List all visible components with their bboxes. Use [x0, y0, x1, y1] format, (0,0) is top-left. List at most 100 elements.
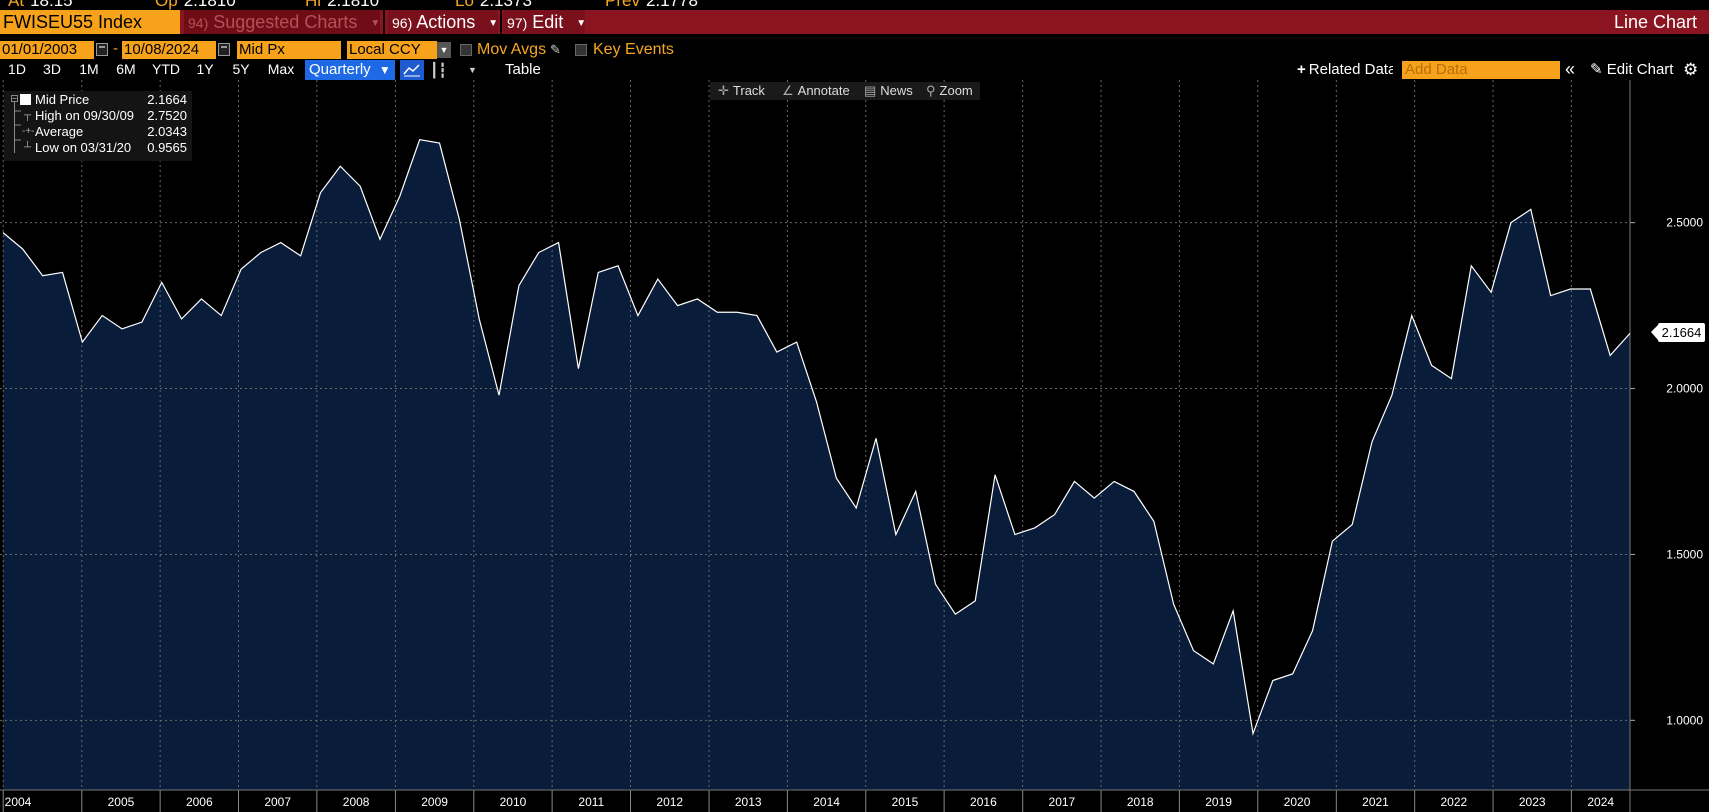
calendar-icon[interactable]: [96, 43, 108, 56]
series-area: [3, 139, 1630, 791]
data-point: [1370, 440, 1374, 444]
data-point: [1271, 679, 1275, 683]
double-chevron-left-icon[interactable]: «: [1565, 59, 1576, 79]
price-chart[interactable]: 1.0000 1.5000 2.0000 2.5000 2004 2005 2006 2007…: [0, 80, 1709, 812]
chart-area[interactable]: 1.0000 1.5000 2.0000 2.5000 2004 2005 2006 2007…: [0, 80, 1709, 812]
key-events-label[interactable]: Key Events: [593, 41, 674, 58]
data-point: [636, 314, 640, 318]
chevron-down-icon[interactable]: ▼: [468, 65, 477, 75]
data-point: [854, 506, 858, 510]
period-6m-button[interactable]: 6M: [116, 61, 136, 77]
chevron-down-icon[interactable]: ▼: [437, 42, 451, 58]
legend-tree-icon: [11, 95, 21, 153]
start-date-input[interactable]: 01/01/2003: [0, 41, 94, 59]
data-point: [517, 284, 521, 288]
period-1m-button[interactable]: 1M: [79, 61, 99, 77]
legend-label: High on 09/30/09: [35, 108, 135, 123]
period-1d-button[interactable]: 1D: [8, 61, 26, 77]
data-point: [1469, 264, 1473, 268]
add-data-input[interactable]: [1402, 61, 1560, 79]
annotate-label: Annotate: [797, 83, 850, 98]
edit-chart-button[interactable]: ✎ Edit Chart: [1590, 60, 1673, 80]
data-point: [537, 251, 541, 255]
data-point: [775, 350, 779, 354]
chevron-down-icon: ▼: [576, 18, 587, 29]
edit-chart-label: Edit Chart: [1606, 61, 1674, 78]
mov-avgs-label[interactable]: Mov Avgs: [477, 41, 547, 58]
x-tick-label: 2015: [892, 795, 919, 809]
frequency-select[interactable]: Quarterly ▼: [305, 60, 395, 80]
data-point: [1033, 526, 1037, 530]
quote-label: Lo: [455, 0, 474, 10]
legend-high: ┬ High on 09/30/09 2.7520: [4, 108, 192, 124]
actions-button[interactable]: 96) Actions ▼: [388, 10, 498, 34]
key-events-checkbox[interactable]: [575, 44, 587, 56]
period-1y-button[interactable]: 1Y: [196, 61, 214, 77]
news-tool[interactable]: ▤ News: [864, 82, 913, 100]
zoom-tool[interactable]: ⚲ Zoom: [926, 82, 973, 100]
data-point: [21, 247, 25, 251]
line-style-button[interactable]: [400, 60, 424, 80]
period-ytd-button[interactable]: YTD: [152, 61, 180, 77]
x-tick-label: 2008: [343, 795, 370, 809]
data-point: [239, 267, 243, 271]
gear-icon[interactable]: ⚙: [1683, 60, 1699, 79]
currency-select[interactable]: Local CCY: [347, 41, 437, 59]
data-point: [1489, 290, 1493, 294]
data-point: [80, 340, 84, 344]
data-point: [1588, 287, 1592, 291]
legend-label: Mid Price: [35, 92, 90, 107]
chevron-down-icon: ▼: [488, 18, 499, 29]
field-input[interactable]: Mid Px: [237, 41, 341, 59]
x-tick-label: 2014: [813, 795, 840, 809]
data-point: [1330, 539, 1334, 543]
data-point: [576, 367, 580, 371]
quote-value: 2.1810: [183, 0, 236, 10]
period-max-button[interactable]: Max: [267, 61, 295, 77]
data-point: [100, 314, 104, 318]
period-5y-button[interactable]: 5Y: [232, 61, 250, 77]
y-tick-label: 1.5000: [1666, 547, 1703, 561]
legend-label: Low on 03/31/20: [35, 140, 132, 155]
data-point: [477, 317, 481, 321]
zoom-label: Zoom: [939, 83, 973, 98]
divider: [500, 10, 502, 34]
data-point: [438, 141, 442, 145]
quote-label: At: [8, 0, 25, 10]
x-tick-label: 2009: [421, 795, 448, 809]
end-date-input[interactable]: 10/08/2024: [122, 41, 216, 59]
legend-mid-price: Mid Price 2.1664: [4, 92, 192, 108]
mov-avgs-checkbox[interactable]: [460, 44, 472, 56]
x-tick-label: 2006: [186, 795, 213, 809]
calendar-icon[interactable]: [218, 43, 230, 56]
suggested-charts-button[interactable]: 94) Suggested Charts ▼: [184, 10, 380, 34]
data-point: [299, 254, 303, 258]
table-button[interactable]: Table: [505, 61, 541, 78]
ticker-input[interactable]: FWISEU55 Index: [0, 10, 180, 34]
period-3d-button[interactable]: 3D: [43, 61, 61, 77]
data-point: [1549, 294, 1553, 298]
annotate-tool[interactable]: ∠ Annotate: [782, 82, 850, 100]
data-point: [497, 393, 501, 397]
data-point: [1132, 489, 1136, 493]
crosshair-icon: ✛: [718, 83, 729, 98]
candlestick-icon[interactable]: ┃┇: [430, 62, 447, 78]
data-point: [1449, 377, 1453, 381]
data-point: [1152, 519, 1156, 523]
edit-number: 97): [507, 15, 528, 31]
related-data-button[interactable]: + Related Data: [1297, 60, 1393, 80]
track-label: Track: [732, 83, 765, 98]
edit-button[interactable]: 97) Edit ▼: [503, 10, 587, 34]
data-point: [973, 599, 977, 603]
data-point: [418, 138, 422, 142]
track-tool[interactable]: ✛ Track: [718, 82, 765, 100]
quote-field: At 18:15: [8, 0, 73, 10]
data-point: [914, 489, 918, 493]
quote-field: Hi 2.1810: [305, 0, 379, 10]
quote-field: Prev 2.1778: [605, 0, 698, 10]
x-tick-label: 2022: [1441, 795, 1468, 809]
pencil-icon[interactable]: ✎: [550, 42, 561, 57]
x-tick-label: 2011: [578, 795, 604, 809]
last-value-tag: 2.1664: [1651, 323, 1705, 343]
quote-value: 2.1778: [645, 0, 698, 10]
